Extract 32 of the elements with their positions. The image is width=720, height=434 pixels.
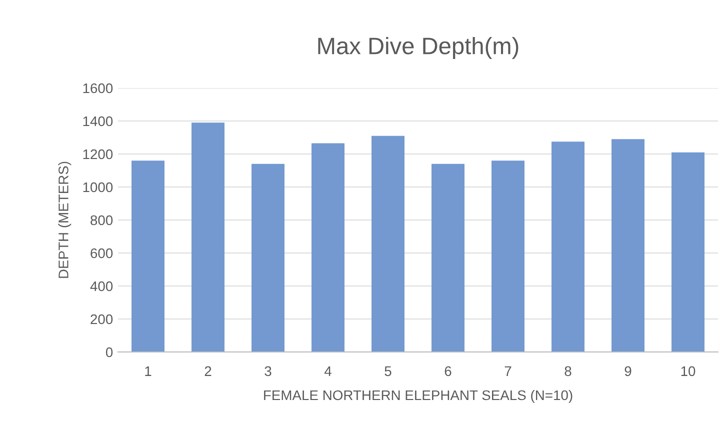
y-tick-label: 0 bbox=[106, 347, 113, 358]
y-axis-title: DEPTH (METERS) bbox=[58, 162, 72, 278]
bar bbox=[132, 160, 164, 352]
bar bbox=[312, 143, 344, 352]
bar bbox=[612, 139, 644, 352]
chart-title: Max Dive Depth(m) bbox=[318, 36, 518, 60]
y-tick-label: 1600 bbox=[83, 83, 113, 94]
bar bbox=[192, 122, 224, 352]
x-tick-label: 4 bbox=[324, 366, 332, 376]
x-tick-label: 7 bbox=[504, 366, 512, 376]
y-tick-label: 1200 bbox=[83, 149, 113, 160]
x-tick-label: 9 bbox=[624, 366, 632, 376]
y-tick-label: 1000 bbox=[83, 182, 113, 192]
x-tick-label: 6 bbox=[444, 366, 452, 376]
x-axis-title: FEMALE NORTHERN ELEPHANT SEALS (N=10) bbox=[264, 390, 572, 403]
x-tick-label: 1 bbox=[145, 366, 152, 376]
bar bbox=[552, 142, 584, 352]
bar bbox=[672, 152, 704, 352]
bar bbox=[432, 164, 464, 352]
x-tick-label: 10 bbox=[681, 366, 696, 376]
bar bbox=[372, 136, 404, 352]
bar bbox=[252, 164, 284, 352]
y-tick-label: 1400 bbox=[83, 116, 113, 126]
x-tick-label: 2 bbox=[204, 366, 212, 376]
x-tick-label: 5 bbox=[384, 366, 392, 376]
x-tick-label: 3 bbox=[264, 366, 272, 376]
y-tick-label: 800 bbox=[90, 215, 113, 226]
y-tick-label: 600 bbox=[90, 248, 113, 258]
x-tick-label: 8 bbox=[564, 366, 572, 376]
bar bbox=[492, 160, 524, 352]
y-tick-label: 400 bbox=[90, 281, 113, 292]
y-tick-label: 200 bbox=[90, 314, 113, 324]
